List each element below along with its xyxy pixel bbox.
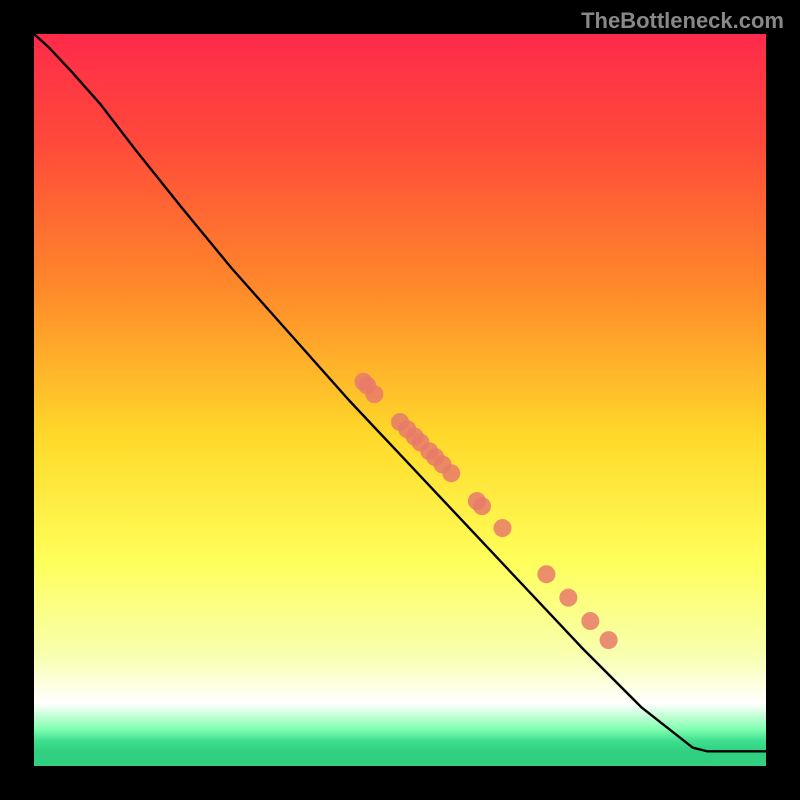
- gradient-background: [34, 34, 766, 766]
- data-marker: [581, 612, 599, 630]
- plot-area: [34, 34, 766, 766]
- chart-svg: [34, 34, 766, 766]
- chart-container: TheBottleneck.com: [0, 0, 800, 800]
- data-marker: [559, 589, 577, 607]
- data-marker: [600, 631, 618, 649]
- data-marker: [442, 464, 460, 482]
- data-marker: [473, 497, 491, 515]
- data-marker: [365, 385, 383, 403]
- watermark-text: TheBottleneck.com: [581, 8, 784, 34]
- data-marker: [537, 565, 555, 583]
- data-marker: [493, 519, 511, 537]
